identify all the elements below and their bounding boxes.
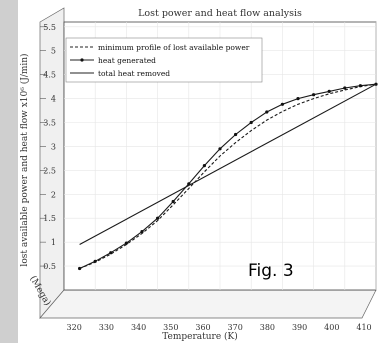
x-tick-label: 320 bbox=[67, 323, 82, 332]
x-tick-label: 330 bbox=[99, 323, 114, 332]
legend-label-total-heat-removed: total heat removed bbox=[98, 69, 170, 78]
heat-generated-point bbox=[140, 230, 144, 234]
heat-generated-point bbox=[327, 89, 331, 93]
heat-generated-point bbox=[156, 216, 160, 220]
floor bbox=[39, 289, 377, 319]
legend-marker-heat-generated bbox=[80, 58, 84, 62]
x-axis-ticks: 320 330 340 350 360 370 380 390 400 410 bbox=[67, 323, 372, 332]
chart-title: Lost power and heat flow analysis bbox=[138, 8, 302, 19]
y-tick-label: 4.5 bbox=[43, 71, 56, 80]
heat-generated-point bbox=[265, 110, 269, 114]
series-min-profile bbox=[79, 83, 377, 270]
heat-generated-point bbox=[312, 93, 316, 97]
heat-generated-point bbox=[78, 266, 82, 271]
series-layer bbox=[78, 82, 378, 271]
x-tick-label: 400 bbox=[324, 323, 339, 332]
legend: minimum profile of lost available power … bbox=[65, 37, 263, 83]
y-tick-label: 5 bbox=[51, 47, 56, 56]
y-tick-label: 0.5 bbox=[43, 262, 56, 271]
heat-generated-point bbox=[296, 97, 300, 101]
y-tick-label: 4 bbox=[51, 95, 56, 104]
x-tick-label: 410 bbox=[356, 323, 371, 332]
series-heat-generated bbox=[79, 83, 377, 269]
heat-generated-point bbox=[202, 164, 206, 168]
y-tick-label: 2 bbox=[51, 190, 56, 199]
y-axis-ticks: 0.5 1 1.5 2 2.5 3 3.5 4 4.5 5 5.5 bbox=[40, 23, 56, 271]
heat-generated-point bbox=[249, 120, 253, 125]
x-tick-label: 380 bbox=[260, 323, 275, 332]
heat-generated-point bbox=[358, 84, 362, 88]
y-tick-label: 1.5 bbox=[43, 214, 56, 223]
heat-generated-point bbox=[343, 86, 347, 90]
heat-generated-point bbox=[93, 259, 97, 263]
gridlines bbox=[64, 22, 377, 290]
left-strip bbox=[0, 0, 18, 343]
y-tick-label: 2.5 bbox=[43, 166, 56, 175]
x-tick-label: 360 bbox=[195, 323, 210, 332]
heat-generated-point bbox=[218, 147, 222, 151]
x-axis-label: Temperature (K) bbox=[162, 331, 238, 342]
x-tick-label: 350 bbox=[163, 323, 178, 332]
heat-generated-point bbox=[124, 241, 128, 245]
legend-box bbox=[65, 37, 263, 83]
x-tick-label: 370 bbox=[228, 323, 243, 332]
y-axis-label: lost available power and heat flow x10⁶ … bbox=[19, 53, 30, 266]
y-tick-label: 1 bbox=[51, 238, 56, 247]
y-tick-label: 5.5 bbox=[43, 23, 56, 32]
figure-annotation: Fig. 3 bbox=[248, 261, 294, 281]
heat-generated-point bbox=[280, 102, 284, 106]
y-tick-label: 3 bbox=[51, 142, 56, 151]
heat-generated-point bbox=[234, 132, 238, 137]
heat-generated-point bbox=[109, 251, 113, 255]
legend-label-min-profile: minimum profile of lost available power bbox=[98, 43, 250, 52]
x-tick-label: 390 bbox=[292, 323, 307, 332]
heat-generated-point bbox=[171, 199, 175, 204]
legend-label-heat-generated: heat generated bbox=[98, 56, 156, 65]
y-tick-label: 3.5 bbox=[43, 119, 56, 128]
series-total-heat-removed bbox=[79, 83, 377, 245]
x-tick-label: 340 bbox=[131, 323, 146, 332]
